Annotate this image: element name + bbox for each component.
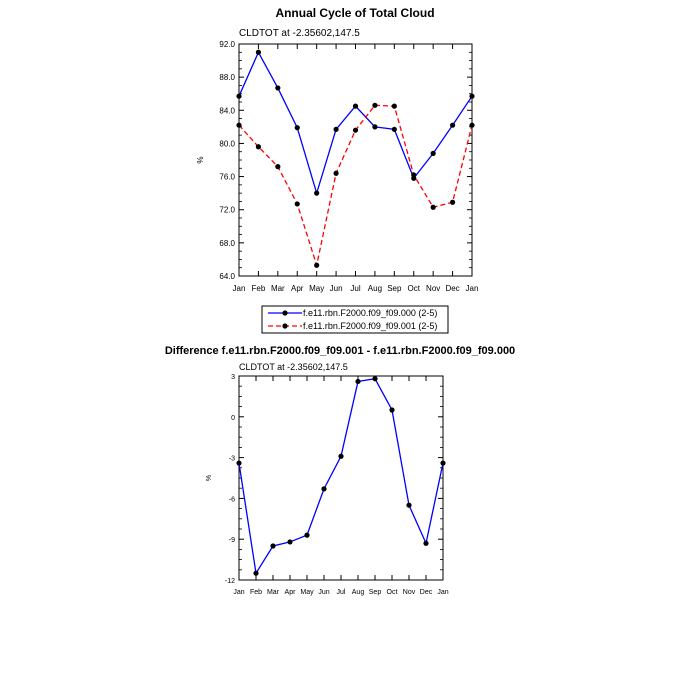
x-tick-label: Nov bbox=[426, 284, 440, 293]
x-tick-label: Aug bbox=[368, 284, 382, 293]
y-tick-label: 72.0 bbox=[219, 206, 235, 215]
data-point bbox=[411, 172, 417, 178]
series-line-1-0 bbox=[238, 378, 444, 576]
data-point bbox=[275, 85, 281, 91]
data-point bbox=[253, 570, 259, 576]
x-tick-label: Dec bbox=[445, 284, 459, 293]
x-tick-label: Mar bbox=[267, 589, 280, 596]
chart2-y-axis-label: % bbox=[206, 475, 213, 481]
chart1-subtitle: CLDTOT at -2.35602,147.5 bbox=[239, 28, 360, 39]
x-tick-label: Sep bbox=[369, 589, 382, 596]
x-tick-label: Nov bbox=[403, 589, 416, 596]
x-tick-label: Feb bbox=[250, 589, 262, 596]
data-point bbox=[372, 376, 378, 382]
data-point bbox=[406, 502, 412, 508]
y-tick-label: 84.0 bbox=[219, 106, 235, 115]
y-tick-label: 68.0 bbox=[219, 239, 235, 248]
x-tick-label: Aug bbox=[352, 589, 365, 596]
x-tick-label: Jun bbox=[318, 589, 329, 596]
legend-label-000: f.e11.rbn.F2000.f09_f09.000 (2-5) bbox=[303, 308, 437, 318]
x-tick-label: Jan bbox=[437, 589, 448, 596]
x-tick-label: Jul bbox=[337, 589, 346, 596]
annual-cycle-chart: Annual Cycle of Total Cloud CLDTOT at -2… bbox=[196, 6, 479, 334]
data-point bbox=[338, 453, 344, 459]
data-point bbox=[236, 122, 242, 128]
legend-marker-000 bbox=[282, 310, 288, 316]
x-tick-label: Jan bbox=[233, 589, 244, 596]
y-tick-label: 3 bbox=[231, 374, 235, 381]
data-point bbox=[430, 204, 436, 210]
data-point bbox=[314, 262, 320, 268]
x-tick-label: Mar bbox=[271, 284, 285, 293]
y-tick-label: 0 bbox=[231, 415, 235, 422]
data-point bbox=[391, 126, 397, 132]
data-point bbox=[352, 127, 359, 133]
data-point bbox=[352, 103, 359, 109]
x-tick-label: Dec bbox=[420, 589, 433, 596]
legend-box bbox=[261, 305, 449, 334]
chart2-plot-frame bbox=[238, 375, 444, 581]
data-point bbox=[294, 125, 300, 131]
y-tick-label: -3 bbox=[229, 456, 235, 463]
x-tick-label: May bbox=[300, 589, 314, 596]
data-point bbox=[469, 122, 475, 128]
data-point bbox=[321, 486, 327, 492]
data-point bbox=[372, 102, 378, 108]
data-point bbox=[423, 540, 429, 546]
chart2-subtitle: CLDTOT at -2.35602,147.5 bbox=[239, 362, 348, 372]
y-tick-label: 76.0 bbox=[219, 173, 235, 182]
data-point bbox=[255, 144, 262, 150]
data-point bbox=[389, 407, 395, 413]
data-point bbox=[355, 378, 361, 385]
data-point bbox=[391, 103, 397, 109]
data-point bbox=[270, 543, 276, 549]
data-point bbox=[255, 49, 262, 55]
x-tick-label: Feb bbox=[252, 284, 266, 293]
data-point bbox=[304, 532, 310, 538]
x-tick-label: Apr bbox=[291, 284, 304, 293]
series-line-0-0 bbox=[238, 50, 473, 196]
x-tick-label: Jan bbox=[233, 284, 246, 293]
chart1-y-axis-label: % bbox=[196, 156, 205, 163]
x-tick-label: Oct bbox=[408, 284, 421, 293]
data-point bbox=[372, 124, 378, 130]
data-point bbox=[275, 164, 281, 170]
y-tick-label: -12 bbox=[225, 578, 235, 585]
data-point bbox=[430, 150, 436, 156]
data-point bbox=[449, 122, 456, 128]
chart1-legend: f.e11.rbn.F2000.f09_f09.000 (2-5) f.e11.… bbox=[261, 305, 449, 334]
x-tick-label: Jun bbox=[330, 284, 343, 293]
data-point bbox=[236, 460, 242, 466]
chart1-plot-frame bbox=[238, 43, 473, 277]
data-point bbox=[333, 170, 339, 176]
y-tick-label: 64.0 bbox=[219, 272, 235, 281]
y-tick-label: 80.0 bbox=[219, 139, 235, 148]
y-tick-label: -9 bbox=[229, 537, 235, 544]
x-tick-label: Oct bbox=[387, 589, 398, 596]
y-tick-label: 92.0 bbox=[219, 40, 235, 49]
y-tick-label: 88.0 bbox=[219, 73, 235, 82]
difference-chart: Difference f.e11.rbn.F2000.f09_f09.001 -… bbox=[165, 345, 515, 596]
x-tick-label: Jul bbox=[350, 284, 360, 293]
legend-label-001: f.e11.rbn.F2000.f09_f09.001 (2-5) bbox=[303, 321, 437, 331]
data-point bbox=[440, 460, 446, 466]
x-tick-label: Sep bbox=[387, 284, 402, 293]
data-point bbox=[236, 93, 242, 99]
data-point bbox=[469, 93, 475, 99]
chart1-title: Annual Cycle of Total Cloud bbox=[275, 6, 434, 20]
x-tick-label: Apr bbox=[285, 589, 297, 596]
data-point bbox=[294, 201, 300, 207]
y-tick-label: -6 bbox=[229, 496, 235, 503]
x-tick-label: May bbox=[309, 284, 324, 293]
legend-marker-001 bbox=[282, 323, 288, 329]
data-point bbox=[333, 126, 339, 132]
data-point bbox=[314, 190, 320, 196]
x-tick-label: Jan bbox=[466, 284, 479, 293]
data-point bbox=[449, 199, 456, 205]
chart2-title: Difference f.e11.rbn.F2000.f09_f09.001 -… bbox=[165, 345, 515, 357]
data-point bbox=[287, 539, 293, 545]
